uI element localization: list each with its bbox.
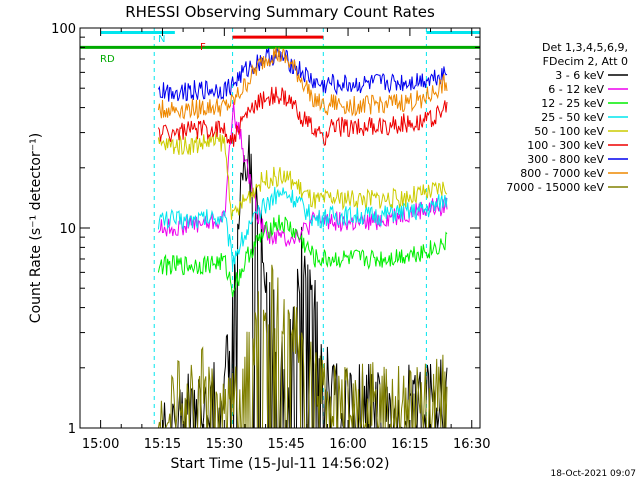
legend-entry: 3 - 6 keV [555, 69, 604, 82]
series-line [157, 86, 448, 147]
x-tick-label: 15:30 [206, 437, 243, 452]
legend-entry: 800 - 7000 keV [520, 167, 604, 180]
x-tick-label: 16:15 [391, 437, 428, 452]
timestamp: 18-Oct-2021 09:07 [551, 469, 636, 479]
legend-entry: 12 - 25 keV [541, 97, 604, 110]
y-axis-label: Count Rate (s⁻¹ detector⁻¹) [28, 133, 44, 323]
x-tick-label: 15:15 [144, 437, 181, 452]
legend-entry: 6 - 12 keV [548, 83, 604, 96]
series-line [157, 214, 448, 298]
legend-entry: 300 - 800 keV [527, 153, 604, 166]
y-tick-label: 10 [59, 222, 76, 237]
legend-entry: 100 - 300 keV [527, 139, 604, 152]
series-line [157, 47, 448, 120]
x-tick-label: 16:00 [329, 437, 366, 452]
y-tick-label: 100 [51, 22, 76, 37]
legend-entry: 7000 - 15000 keV [506, 181, 604, 194]
chart-title: RHESSI Observing Summary Count Rates [125, 3, 435, 21]
series-line [157, 132, 448, 220]
series-line [157, 186, 448, 269]
flag-label-rd: RD [100, 54, 115, 65]
x-tick-label: 15:00 [82, 437, 119, 452]
flag-label-f: F [200, 42, 206, 53]
legend-entry: 50 - 100 keV [534, 125, 604, 138]
series-line [158, 101, 448, 247]
legend-header: Det 1,3,4,5,6,9, [542, 41, 628, 54]
y-tick-label: 1 [68, 422, 76, 437]
legend-entry: 25 - 50 keV [541, 111, 604, 124]
x-tick-label: 16:30 [453, 437, 490, 452]
x-axis-label: Start Time (15-Jul-11 14:56:02) [170, 456, 389, 472]
series-line [157, 264, 448, 428]
flag-label-n: N [158, 34, 165, 45]
x-tick-label: 15:45 [267, 437, 304, 452]
legend-header: FDecim 2, Att 0 [543, 55, 628, 68]
series-line [157, 48, 448, 102]
